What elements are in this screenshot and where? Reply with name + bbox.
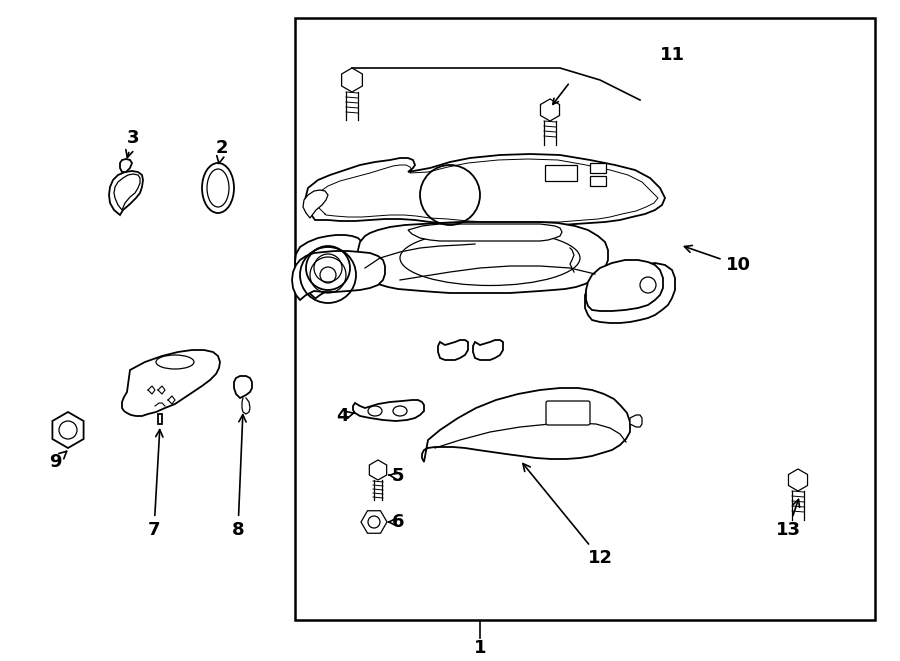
- Polygon shape: [158, 414, 162, 424]
- Polygon shape: [586, 260, 663, 311]
- FancyBboxPatch shape: [546, 401, 590, 425]
- Polygon shape: [234, 376, 252, 398]
- Bar: [295, 18, 875, 620]
- Text: 6: 6: [389, 513, 404, 531]
- Polygon shape: [585, 263, 675, 323]
- Bar: [545, 165, 577, 181]
- Text: 8: 8: [231, 414, 246, 539]
- Polygon shape: [292, 251, 385, 300]
- Text: 4: 4: [336, 407, 354, 425]
- Polygon shape: [422, 388, 630, 462]
- Polygon shape: [120, 159, 132, 172]
- Polygon shape: [353, 400, 424, 421]
- Text: 7: 7: [148, 430, 163, 539]
- Polygon shape: [630, 415, 642, 427]
- Polygon shape: [122, 350, 220, 416]
- Text: 2: 2: [216, 139, 229, 163]
- Text: 5: 5: [389, 467, 404, 485]
- Polygon shape: [109, 171, 143, 215]
- Polygon shape: [305, 154, 665, 226]
- Text: 12: 12: [523, 463, 613, 567]
- Text: 3: 3: [126, 129, 140, 157]
- Polygon shape: [408, 224, 562, 241]
- Polygon shape: [473, 340, 503, 360]
- Bar: [590, 163, 606, 173]
- Polygon shape: [303, 190, 328, 218]
- Bar: [590, 176, 606, 186]
- Text: 9: 9: [49, 451, 67, 471]
- Polygon shape: [114, 174, 140, 210]
- Polygon shape: [295, 235, 366, 298]
- Text: 13: 13: [776, 500, 800, 539]
- Text: 10: 10: [684, 245, 751, 274]
- Text: 11: 11: [660, 46, 685, 64]
- Polygon shape: [358, 222, 608, 293]
- Polygon shape: [438, 340, 468, 360]
- Text: 1: 1: [473, 639, 486, 657]
